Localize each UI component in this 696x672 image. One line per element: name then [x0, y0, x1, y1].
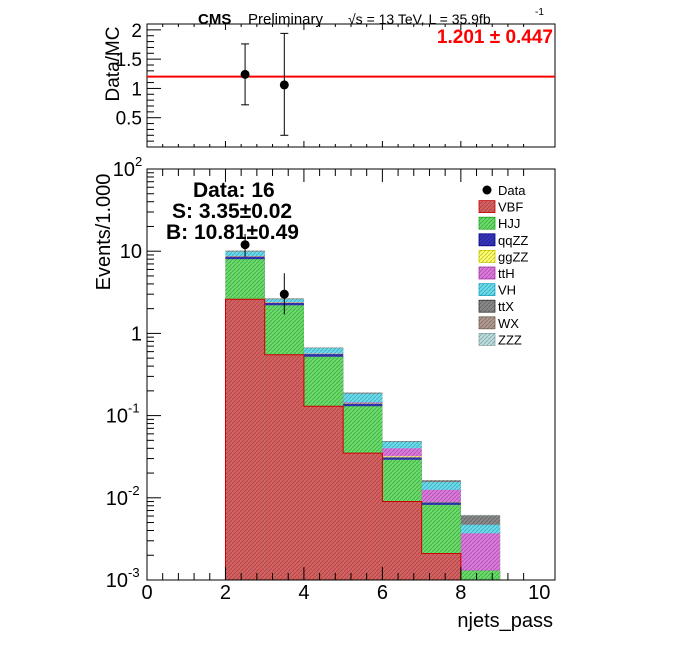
x-tick-label: 8	[455, 582, 466, 604]
legend-label-ggzz: ggZZ	[498, 249, 528, 264]
legend-label-vh: VH	[498, 283, 516, 298]
y-tick-label: 10	[120, 241, 142, 263]
ratio-panel: Data/MC 1.201 ± 0.447 0.5 1 1.5 2	[103, 21, 556, 148]
legend-hatch-vh	[479, 283, 495, 296]
x-tick-label: 2	[220, 582, 231, 604]
summary-signal: S: 3.35±0.02	[172, 200, 292, 223]
legend-hatch-tth	[479, 267, 495, 279]
ratio-y-tick-label: 2	[131, 21, 142, 42]
legend-label-data: Data	[498, 183, 526, 198]
ratio-y-tick-label: 1	[131, 79, 142, 100]
main-x-ticks: 0 2 4 6 8 10	[141, 169, 550, 604]
energy-lumi-label: √s = 13 TeV, L = 35.9fb	[348, 11, 491, 27]
legend-label-hjj: HJJ	[498, 216, 520, 231]
x-tick-label: 0	[141, 582, 152, 604]
legend-hatch-vbf	[479, 200, 495, 213]
summary-data: Data: 16	[193, 179, 275, 202]
main-ylabel: Events/1.000	[93, 174, 115, 291]
legend-label-vbf: VBF	[498, 200, 523, 215]
legend-hatch-ttx	[479, 300, 495, 313]
x-tick-label: 4	[298, 582, 309, 604]
ratio-point	[279, 80, 289, 90]
ratio-ylabel: Data/MC	[103, 27, 124, 102]
bar-hatch-vbf-bin-5	[343, 453, 383, 580]
lumi-exponent: -1	[535, 7, 544, 18]
bar-hatch-vbf-bin-6	[382, 501, 422, 580]
y-tick-label: 10	[106, 488, 128, 510]
summary-background: B: 10.81±0.49	[166, 221, 299, 244]
legend-label-qqzz: qqZZ	[498, 233, 528, 248]
legend-hatch-hjj	[479, 217, 495, 230]
y-tick-exponent: 2	[135, 154, 142, 169]
y-tick-label: 10	[106, 406, 128, 428]
y-tick-exponent: -1	[128, 401, 140, 416]
vbf-outline	[147, 298, 540, 581]
legend-label-ttx: ttX	[498, 299, 514, 314]
legend-label-zzz: ZZZ	[498, 332, 522, 347]
preliminary-label: Preliminary	[248, 11, 324, 28]
ratio-y-tick-label: 0.5	[116, 109, 142, 130]
legend-hatch-ggzz	[479, 250, 495, 263]
bar-hatch-vbf-bin-4	[303, 406, 344, 580]
bar-hatch-hjj-bin-8	[460, 570, 501, 580]
y-tick-label: 1	[131, 323, 142, 345]
data-point	[279, 289, 289, 299]
data-points	[240, 233, 289, 315]
ratio-points	[240, 32, 289, 136]
legend-hatch-qqzz	[479, 233, 495, 246]
y-tick-exponent: -3	[128, 565, 140, 580]
y-tick-label: 10	[106, 570, 128, 592]
ratio-y-tick-label: 1.5	[116, 50, 142, 71]
cms-label: CMS	[198, 11, 231, 28]
legend-label-wx: WX	[498, 316, 519, 331]
stacked-histogram	[147, 250, 540, 581]
legend-hatch-wx	[479, 316, 495, 329]
ratio-value-text: 1.201 ± 0.447	[437, 27, 553, 48]
bar-hatch-vbf-bin-3	[264, 354, 304, 580]
ratio-x-ticks	[146, 24, 525, 147]
ratio-point	[240, 69, 250, 79]
legend-label-tth: ttH	[498, 266, 515, 281]
x-tick-label: 10	[528, 582, 550, 604]
ratio-y-ticks: 0.5 1 1.5 2	[116, 21, 161, 142]
x-tick-label: 6	[377, 582, 388, 604]
main-xlabel: njets_pass	[457, 610, 553, 632]
data-point	[240, 240, 250, 250]
bar-hatch-vbf-bin-7	[421, 553, 461, 580]
bar-hatch-vbf-bin-2	[225, 299, 265, 580]
y-tick-label: 10	[113, 159, 135, 181]
y-tick-exponent: -2	[128, 483, 140, 498]
legend-marker-data	[482, 185, 492, 195]
legend-hatch-zzz	[479, 333, 495, 346]
